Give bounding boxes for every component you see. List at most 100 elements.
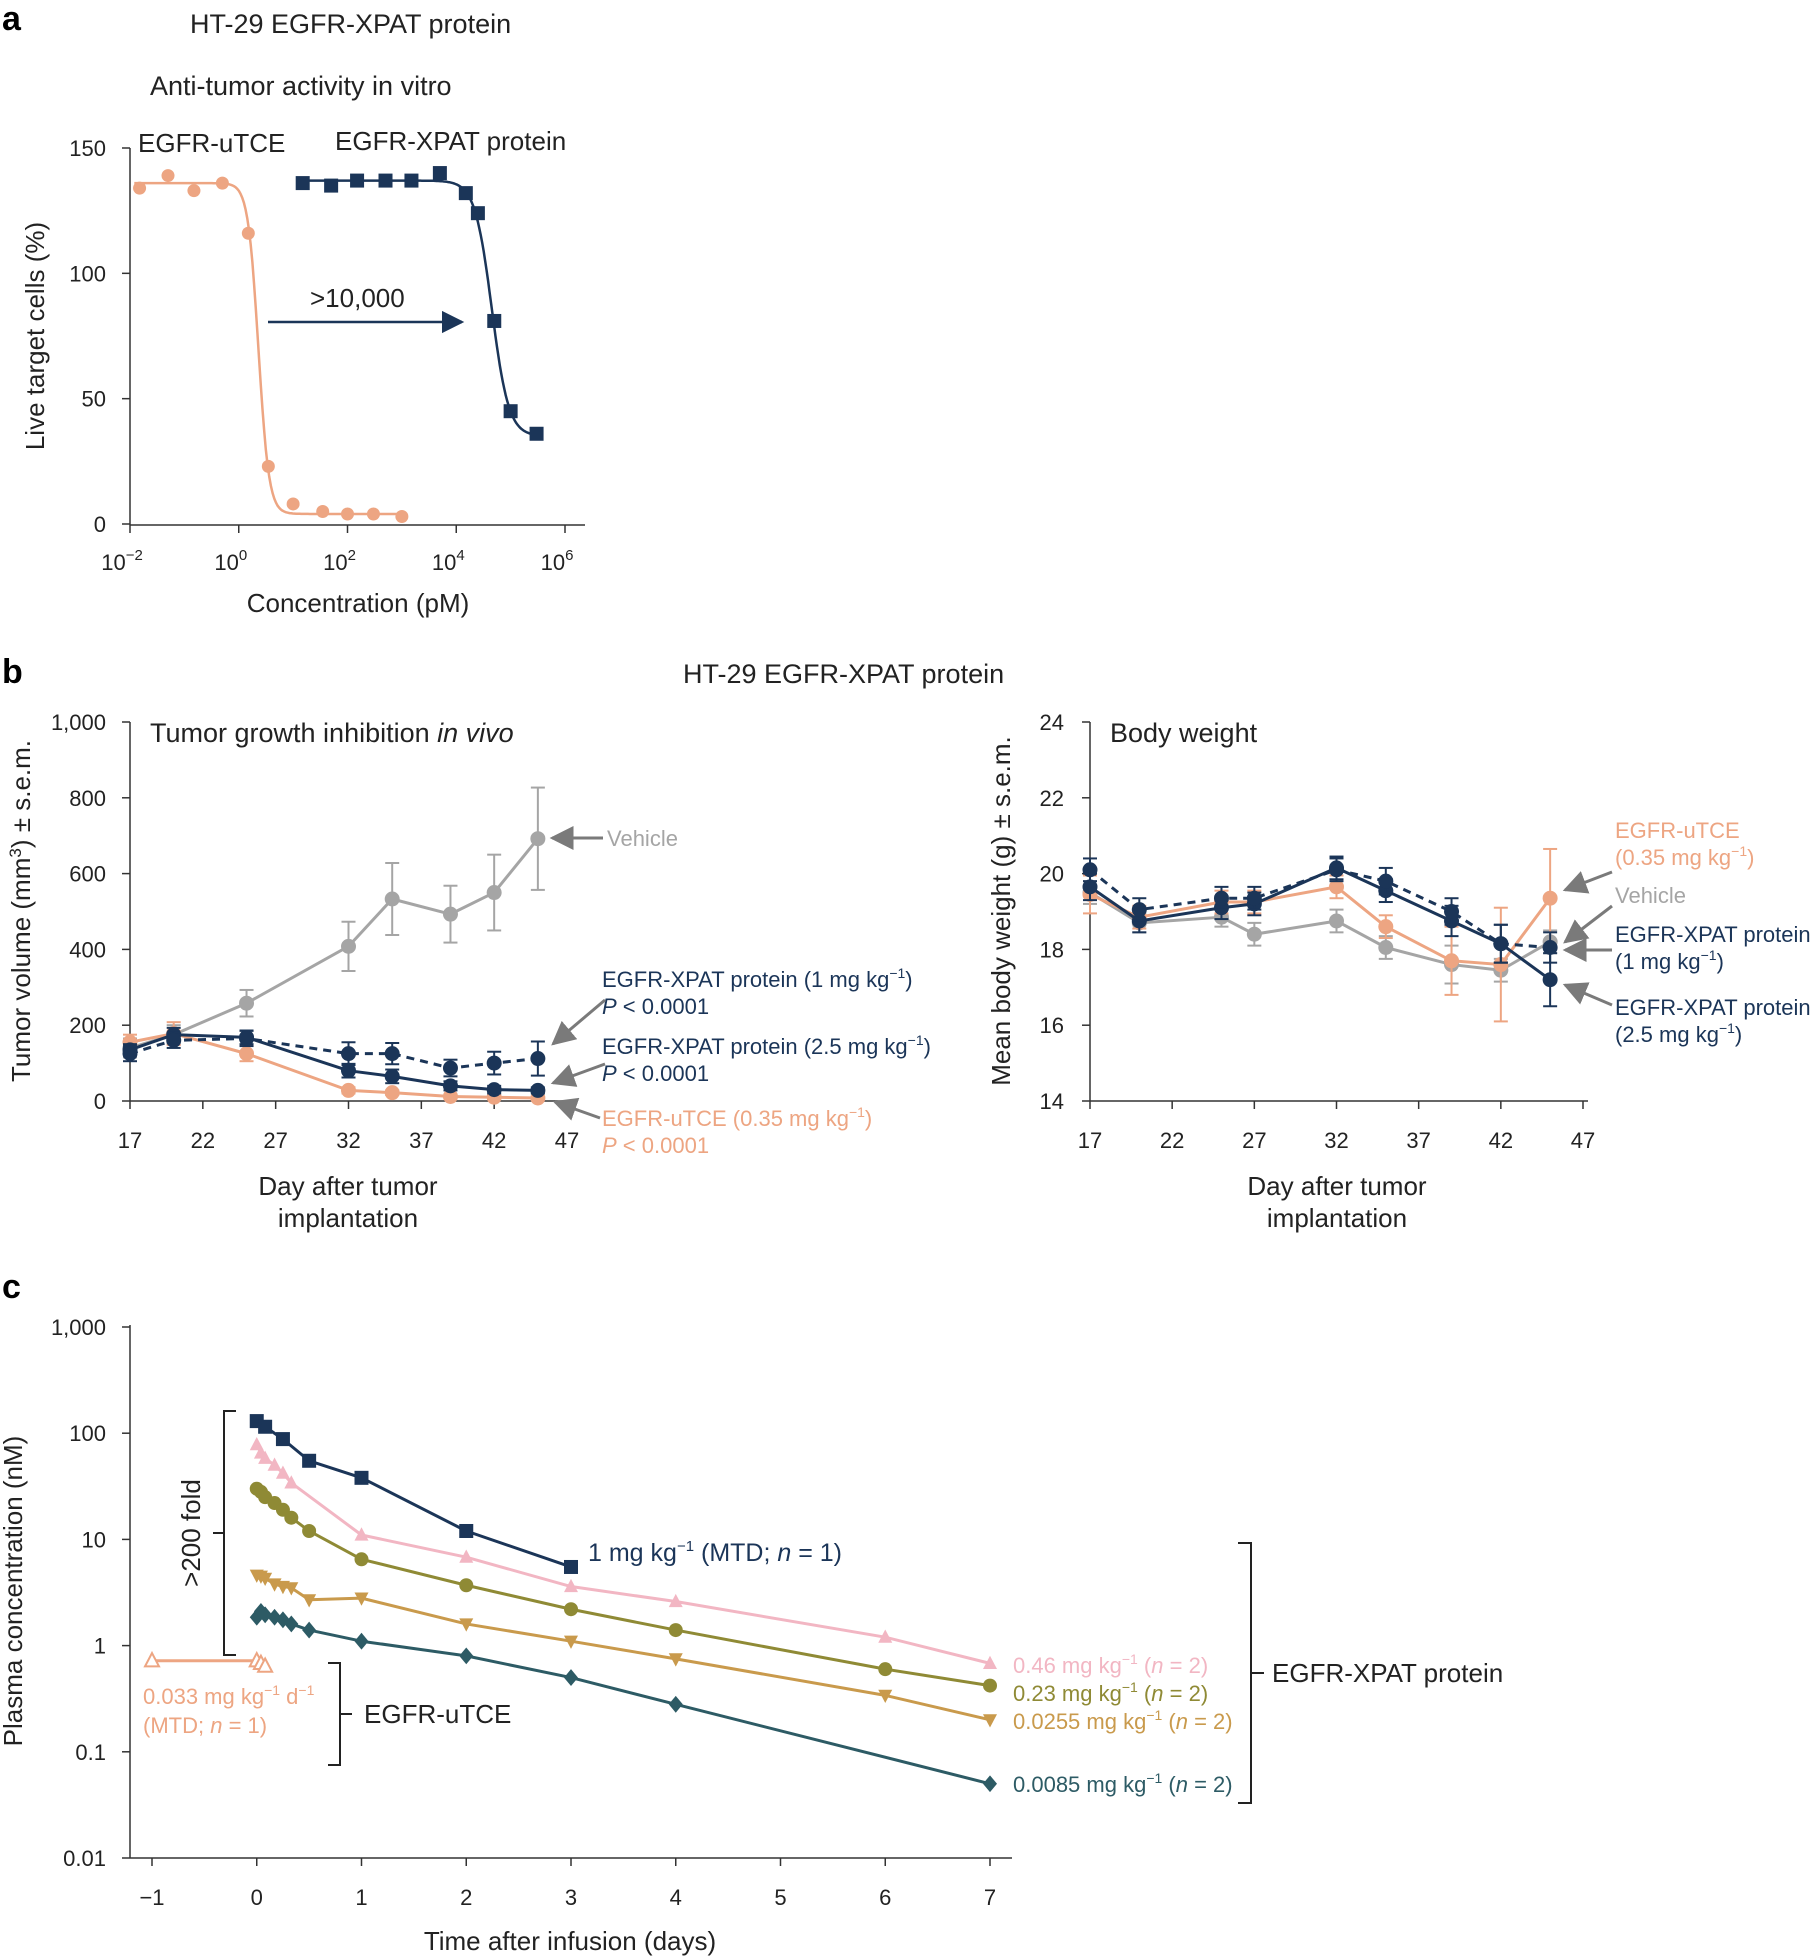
c-point-023 <box>668 1623 683 1638</box>
c-plot-area <box>143 1414 997 1793</box>
c-x-axis-label: Time after infusion (days) <box>424 1926 716 1956</box>
bl-x-axis-label-line1: Day after tumor <box>258 1171 438 1201</box>
panel-a-header: HT-29 EGFR-XPAT protein <box>190 9 511 39</box>
bl-point-utce <box>341 1082 356 1098</box>
a-point-xpat <box>324 178 339 193</box>
a-y-ticks: 0 50 100 150 <box>69 136 130 537</box>
bl-point-vehicle <box>239 995 255 1011</box>
br-point-xpat25 <box>1542 972 1558 988</box>
bl-y-tick-label: 0 <box>94 1089 106 1114</box>
c-fold-bracket <box>223 1410 236 1656</box>
c-point-1mg <box>275 1432 290 1447</box>
c-point-00255 <box>459 1618 474 1632</box>
bl-line-xpat25 <box>129 1033 538 1092</box>
br-point-vehicle <box>1378 940 1394 956</box>
c-label-023: 0.23 mg kg−1 (n = 2) <box>1013 1679 1208 1706</box>
br-x-tick-label: 37 <box>1406 1128 1430 1153</box>
a-point-utce <box>241 226 255 240</box>
a-series-label-xpat: EGFR-XPAT protein <box>335 126 566 156</box>
bl-point-xpat25 <box>341 1063 356 1079</box>
br-point-utce <box>1542 890 1558 906</box>
c-point-046 <box>878 1629 893 1643</box>
bl-point-xpat25 <box>384 1068 400 1084</box>
a-x-ticks: 10−2 100 102 104 106 <box>101 525 573 575</box>
bl-point-utce <box>384 1085 400 1101</box>
br-title: Body weight <box>1110 718 1258 748</box>
bl-xpat25-arrow <box>550 1062 606 1087</box>
c-point-00085 <box>564 1669 578 1686</box>
br-point-xpat1 <box>1493 936 1509 952</box>
c-point-046 <box>983 1655 997 1669</box>
br-y-tick-label: 18 <box>1040 937 1064 962</box>
br-point-utce <box>1329 879 1344 895</box>
bl-point-vehicle <box>530 831 546 847</box>
bl-xpat1-pvalue: P < 0.0001 <box>602 994 709 1019</box>
c-point-046 <box>668 1593 683 1608</box>
c-point-00085 <box>275 1611 290 1629</box>
c-point-046 <box>284 1475 299 1489</box>
a-shift-label: >10,000 <box>310 283 405 313</box>
a-y-tick-label: 100 <box>69 261 106 286</box>
c-point-023 <box>564 1602 578 1617</box>
a-x-axis-label: Concentration (pM) <box>247 588 470 618</box>
a-point-xpat <box>404 173 419 188</box>
br-xpat25-label-line2: (2.5 mg kg−1) <box>1615 1020 1742 1047</box>
a-plot-area <box>133 166 544 523</box>
c-x-tick-label: 4 <box>670 1885 682 1910</box>
a-x-tick-label: 106 <box>541 547 574 575</box>
a-point-xpat <box>350 173 365 188</box>
bl-line-xpat1 <box>129 1036 539 1070</box>
a-y-axis-label: Live target cells (%) <box>20 222 50 450</box>
c-point-00255 <box>878 1689 893 1704</box>
br-plot-area <box>1082 847 1558 1023</box>
c-point-1mg <box>258 1419 273 1434</box>
bl-point-xpat1 <box>384 1046 400 1062</box>
bl-point-xpat1 <box>239 1030 255 1046</box>
c-y-ticks: 0.01 0.1 1 10 100 1,000 <box>51 1315 130 1871</box>
a-x-tick-label: 100 <box>214 547 247 575</box>
c-y-tick-label: 1,000 <box>51 1315 106 1340</box>
bl-title: Tumor growth inhibition in vivo <box>150 718 514 748</box>
br-x-axis-label-line2: implantation <box>1267 1203 1407 1233</box>
br-point-utce <box>1378 919 1394 935</box>
c-label-1mg: 1 mg kg−1 (MTD; n = 1) <box>588 1538 842 1567</box>
c-point-023 <box>983 1678 997 1693</box>
bl-y-axis-label: Tumor volume (mm3) ± s.e.m. <box>6 740 36 1082</box>
a-point-utce <box>341 507 354 521</box>
c-utce-bracket <box>328 1662 341 1766</box>
c-point-1mg <box>302 1453 317 1468</box>
br-utce-label-line2: (0.35 mg kg−1) <box>1615 843 1754 870</box>
a-point-utce <box>187 184 201 198</box>
c-point-00085 <box>284 1615 299 1633</box>
bl-x-tick-label: 37 <box>409 1128 433 1153</box>
c-point-utce <box>143 1650 161 1668</box>
panel-b-label: b <box>2 653 23 691</box>
c-point-00255 <box>354 1592 369 1606</box>
a-point-utce <box>215 176 229 190</box>
c-xpat-bracket <box>1238 1542 1252 1804</box>
br-point-xpat1 <box>1444 904 1460 919</box>
a-point-xpat <box>503 404 518 419</box>
br-xpat1-label-line2: (1 mg kg−1) <box>1615 947 1724 974</box>
br-point-vehicle <box>1329 913 1344 929</box>
a-point-utce <box>261 459 275 473</box>
bl-y-tick-label: 200 <box>69 1013 106 1038</box>
bl-x-tick-label: 17 <box>118 1128 142 1153</box>
a-point-xpat <box>470 206 485 221</box>
c-point-046 <box>564 1578 578 1593</box>
c-y-tick-label: 1 <box>94 1634 106 1659</box>
br-xpat1-label-line1: EGFR-XPAT protein <box>1615 922 1811 947</box>
br-x-tick-label: 32 <box>1324 1128 1348 1153</box>
c-point-1mg <box>459 1523 474 1538</box>
br-line-utce <box>1089 885 1552 967</box>
bl-xpat25-label: EGFR-XPAT protein (2.5 mg kg−1) <box>602 1032 931 1059</box>
c-point-00085 <box>459 1647 474 1665</box>
a-point-utce <box>366 507 380 521</box>
bl-x-tick-label: 42 <box>482 1128 506 1153</box>
bl-point-xpat1 <box>442 1060 458 1076</box>
c-xpat-bracket-label: EGFR-XPAT protein <box>1272 1658 1503 1688</box>
c-y-tick-label: 100 <box>69 1421 106 1446</box>
c-x-tick-label: 2 <box>460 1885 472 1910</box>
bl-x-tick-label: 27 <box>263 1128 287 1153</box>
